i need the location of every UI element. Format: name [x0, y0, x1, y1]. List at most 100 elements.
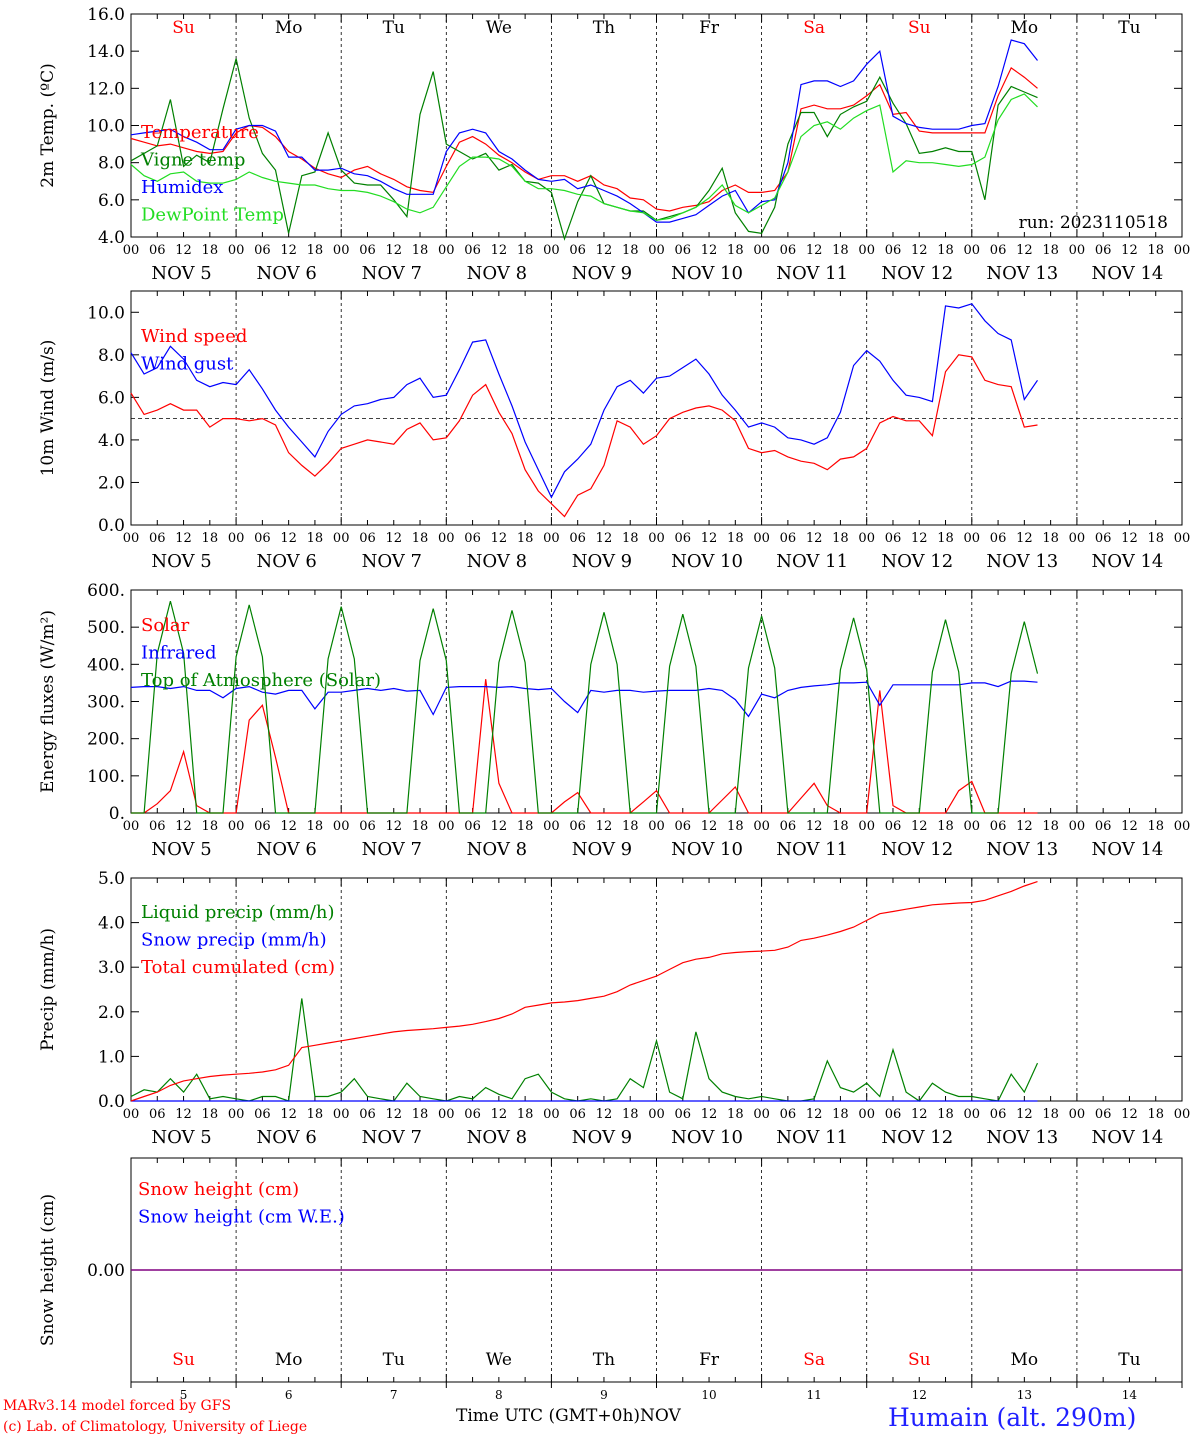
date-label: NOV 9 — [572, 551, 632, 572]
date-label: NOV 10 — [671, 839, 743, 860]
day-label: Th — [593, 18, 615, 38]
hour-tick-label: 00 — [1069, 243, 1086, 258]
series-line-humidex — [130, 39, 1038, 223]
hour-tick-label: 00 — [858, 243, 875, 258]
y-tick-label: 600. — [87, 581, 125, 601]
date-label: NOV 8 — [467, 551, 527, 572]
hour-tick-label: 18 — [1042, 819, 1059, 834]
hour-tick-label: 06 — [464, 531, 481, 546]
hour-tick-label: 12 — [280, 819, 297, 834]
y-tick-label: 16.0 — [87, 5, 125, 25]
legend-entry: Vigne temp — [140, 150, 245, 171]
legend-entry: Wind speed — [141, 326, 247, 347]
hour-tick-label: 18 — [937, 531, 954, 546]
hour-tick-label: 18 — [307, 819, 324, 834]
hour-tick-label: 12 — [1121, 1107, 1138, 1122]
station-label: Humain (alt. 290m) — [888, 1403, 1137, 1432]
legend-entry: Top of Atmosphere (Solar) — [141, 670, 381, 691]
hour-tick-label: 06 — [149, 819, 166, 834]
date-label: NOV 13 — [986, 263, 1058, 284]
hour-tick-label: 06 — [885, 531, 902, 546]
hour-tick-label: 06 — [990, 531, 1007, 546]
hour-tick-label: 12 — [806, 819, 823, 834]
hour-tick-label: 00 — [123, 531, 140, 546]
hour-tick-label: 00 — [228, 819, 245, 834]
hour-tick-label: 06 — [675, 243, 692, 258]
hour-tick-label: 00 — [964, 531, 981, 546]
hour-tick-label: 12 — [1016, 819, 1033, 834]
y-tick-label: 4.0 — [98, 914, 125, 934]
hour-tick-label: 00 — [333, 531, 350, 546]
date-label: NOV 6 — [256, 1127, 316, 1148]
hour-tick-label: 06 — [885, 243, 902, 258]
hour-tick-label: 12 — [175, 1107, 192, 1122]
date-label: NOV 11 — [776, 1127, 848, 1148]
date-label: NOV 12 — [881, 839, 953, 860]
hour-tick-label: 06 — [1095, 531, 1112, 546]
hour-tick-label: 06 — [254, 243, 271, 258]
y-tick-label: 500. — [87, 618, 125, 638]
hour-tick-label: 12 — [701, 243, 718, 258]
legend-entry: Snow precip (mm/h) — [141, 930, 327, 951]
hour-tick-label: 18 — [307, 243, 324, 258]
panel-frame-0 — [130, 13, 1183, 238]
hour-tick-label: 12 — [385, 531, 402, 546]
hour-tick-label: 00 — [964, 243, 981, 258]
date-label: NOV 11 — [776, 839, 848, 860]
date-label: NOV 7 — [362, 1127, 422, 1148]
hour-tick-label: 12 — [596, 243, 613, 258]
date-label: NOV 14 — [1092, 1127, 1164, 1148]
hour-tick-label: 06 — [149, 531, 166, 546]
hour-tick-label: 18 — [412, 243, 429, 258]
hour-tick-label: 12 — [385, 243, 402, 258]
hour-tick-label: 06 — [464, 243, 481, 258]
hour-tick-label: 18 — [937, 1107, 954, 1122]
y-axis-title: 2m Temp. (ºC) — [38, 63, 58, 188]
day-number-label: 8 — [495, 1388, 503, 1402]
y-tick-label: 300. — [87, 693, 125, 713]
date-label: NOV 14 — [1092, 551, 1164, 572]
date-label: NOV 10 — [671, 263, 743, 284]
hour-tick-label: 18 — [1042, 243, 1059, 258]
hour-tick-label: 18 — [517, 1107, 534, 1122]
hour-tick-label: 00 — [333, 819, 350, 834]
y-tick-label: 2.0 — [98, 473, 125, 493]
date-label: NOV 14 — [1092, 263, 1164, 284]
series-line-solar — [131, 679, 1038, 814]
hour-tick-label: 12 — [596, 819, 613, 834]
hour-tick-label: 18 — [727, 1107, 744, 1122]
day-label: Sa — [803, 1350, 825, 1370]
hour-tick-label: 00 — [753, 531, 770, 546]
hour-tick-label: 18 — [1147, 1107, 1164, 1122]
y-tick-label: 10.0 — [87, 303, 125, 323]
date-label: NOV 13 — [986, 839, 1058, 860]
hour-tick-label: 06 — [675, 1107, 692, 1122]
time-axis-label: Time UTC (GMT+0h)NOV — [456, 1406, 681, 1426]
hour-tick-label: 00 — [858, 819, 875, 834]
hour-tick-label: 12 — [911, 531, 928, 546]
day-number-label: 14 — [1122, 1388, 1138, 1402]
date-label: NOV 13 — [986, 1127, 1058, 1148]
hour-tick-label: 00 — [438, 243, 455, 258]
y-tick-label: 0.0 — [98, 1092, 125, 1112]
y-axis-title: Precip (mm/h) — [38, 928, 58, 1051]
hour-tick-label: 00 — [964, 1107, 981, 1122]
date-label: NOV 11 — [776, 263, 848, 284]
hour-tick-label: 18 — [937, 819, 954, 834]
lab-credit: (c) Lab. of Climatology, University of L… — [3, 1419, 308, 1435]
legend-entry: Liquid precip (mm/h) — [141, 902, 335, 923]
hour-tick-label: 06 — [464, 1107, 481, 1122]
hour-tick-label: 18 — [832, 531, 849, 546]
day-label: Sa — [803, 18, 825, 38]
hour-tick-label: 18 — [202, 531, 219, 546]
hour-tick-label: 18 — [727, 243, 744, 258]
hour-tick-label: 06 — [1095, 243, 1112, 258]
hour-tick-label: 12 — [175, 819, 192, 834]
y-tick-label: 0. — [109, 804, 125, 824]
date-label: NOV 9 — [572, 839, 632, 860]
hour-tick-label: 12 — [911, 243, 928, 258]
hour-tick-label: 12 — [385, 819, 402, 834]
hour-tick-label: 18 — [412, 531, 429, 546]
hour-tick-label: 00 — [753, 819, 770, 834]
date-label: NOV 10 — [671, 1127, 743, 1148]
